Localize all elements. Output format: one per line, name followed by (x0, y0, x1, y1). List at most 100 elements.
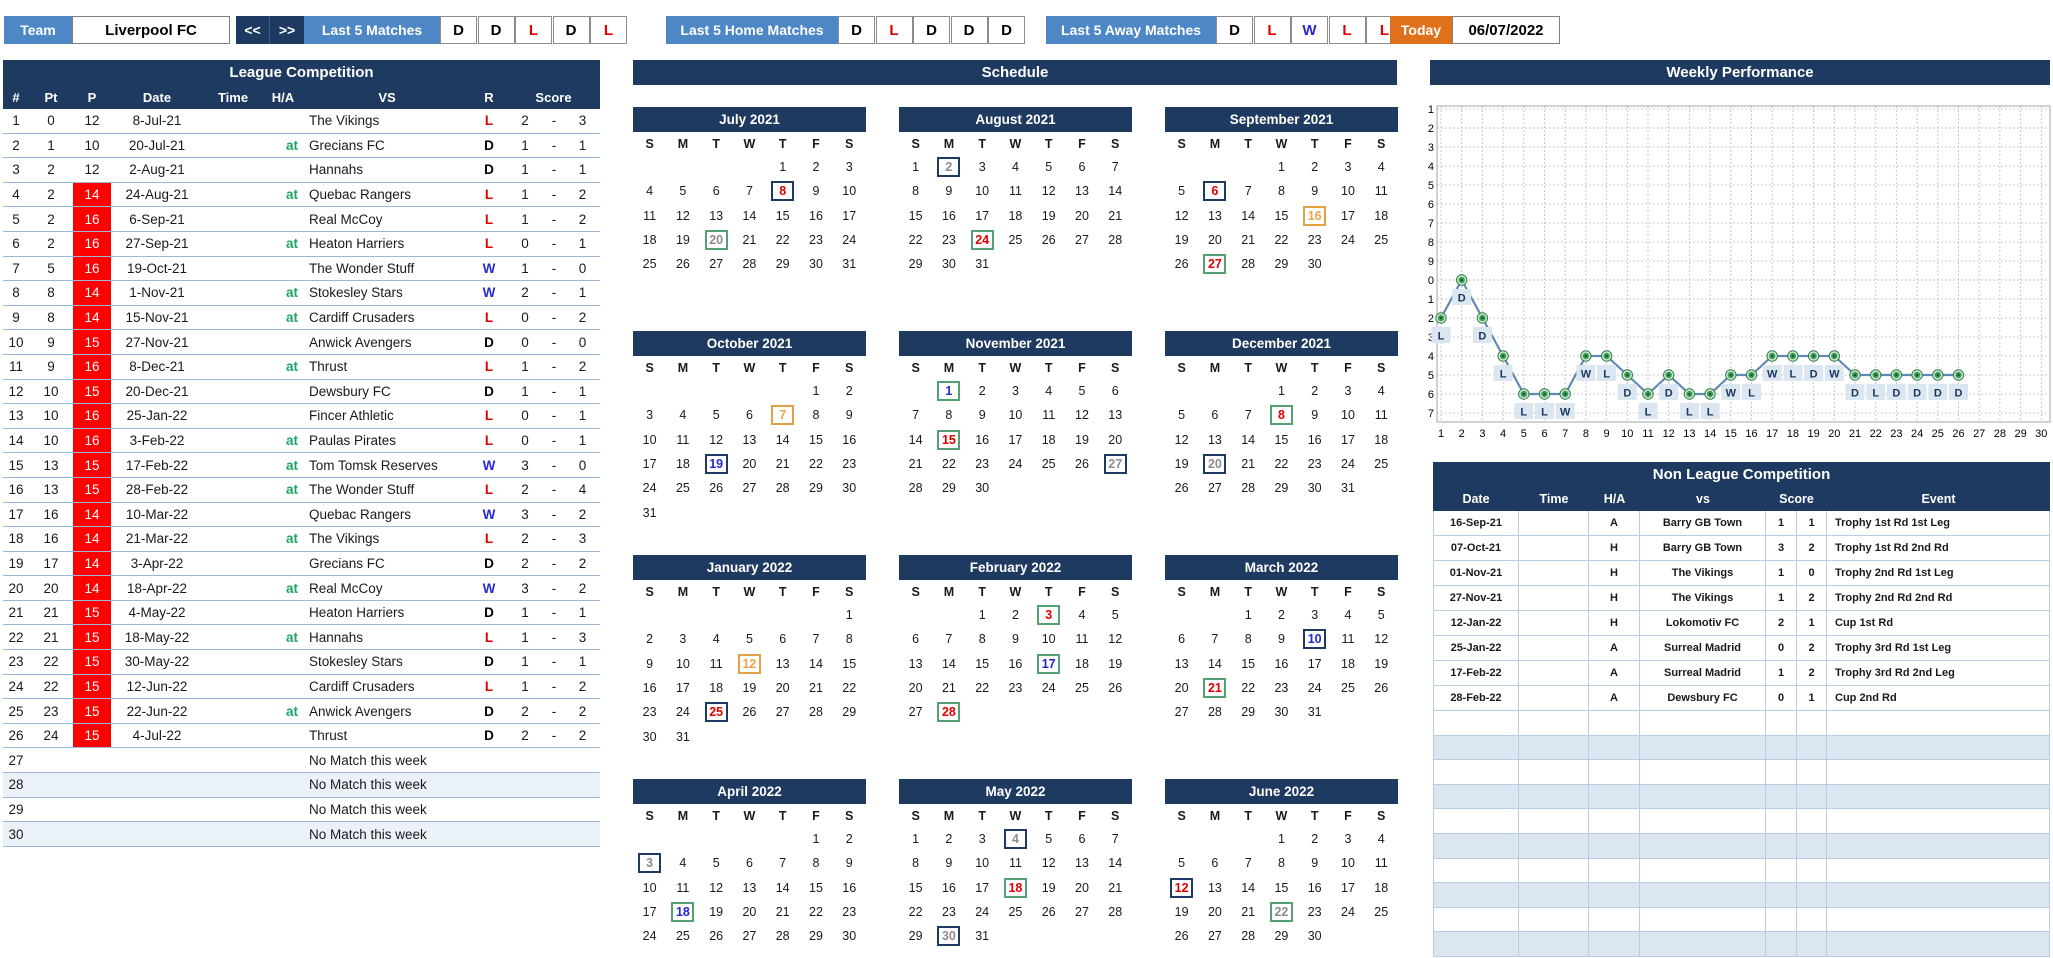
calendar-day: 31 (842, 257, 857, 272)
calendar-day: 10 (642, 880, 657, 895)
opponent: Barry GB Town (1640, 511, 1766, 535)
calendar-day: 23 (842, 905, 857, 920)
league-row: 6 2 16 27-Sep-21 at Heaton Harriers L 0 - 1 (3, 231, 600, 257)
score-home: 3 (521, 580, 529, 596)
position: 14 (73, 576, 111, 600)
match-time (203, 453, 263, 477)
score-away: 0 (578, 334, 587, 350)
svg-text:D: D (1478, 331, 1486, 343)
match-number: 25 (8, 703, 24, 719)
empty-cell (1797, 833, 1827, 858)
empty-cell (1766, 907, 1797, 932)
opponent: The Wonder Stuff (309, 260, 415, 276)
empty-cell (1797, 858, 1827, 883)
calendar-empty-cell (700, 155, 733, 179)
non-league-empty-row (1433, 809, 2050, 834)
calendar-day: 4 (646, 184, 654, 199)
calendar-day: 17 (675, 681, 690, 696)
home-away-flag: H (1589, 536, 1640, 560)
calendar-day: 15 (1274, 208, 1289, 223)
calendar-day: 19 (1174, 233, 1189, 248)
position-value: 15 (73, 723, 111, 748)
calendar-day: 22 (809, 457, 823, 472)
calendar-empty-cell (1232, 155, 1265, 179)
empty-cell (1589, 932, 1640, 956)
svg-text:16: 16 (1428, 389, 1434, 401)
match-number: 8 (12, 285, 20, 301)
calendar-day: 12 (1374, 632, 1389, 647)
score-dash: - (551, 359, 557, 375)
calendar-day: 19 (675, 233, 690, 248)
calendar-day: 25 (1008, 233, 1023, 248)
calendar-match-day: 4 (999, 827, 1032, 851)
day-header: M (677, 808, 689, 823)
match-number: 17 (8, 506, 24, 522)
score-dash: - (551, 383, 557, 399)
calendar-day: 3 (845, 160, 853, 175)
calendar-day: 30 (642, 729, 657, 744)
calendar-day: 5 (1078, 384, 1086, 399)
calendar-day: 8 (945, 408, 953, 423)
match-time (1519, 611, 1589, 635)
opponent: Grecians FC (309, 137, 385, 153)
empty-cell (1797, 907, 1827, 932)
calendar-match-day: 21 (1198, 676, 1231, 700)
calendar-match-day: 20 (700, 228, 733, 252)
calendar-empty-cell (1198, 603, 1231, 627)
calendar-day: 27 (775, 705, 790, 720)
day-header: F (1078, 360, 1086, 375)
day-header: F (812, 136, 820, 151)
calendar-day: 21 (775, 905, 790, 920)
result-letter: D (484, 555, 494, 571)
calendar-day: 20 (1108, 432, 1123, 447)
empty-cell (1766, 760, 1797, 784)
home-away-flag: at (285, 531, 298, 547)
team-name-cell[interactable]: Liverpool FC (72, 16, 230, 44)
svg-text:1: 1 (1428, 104, 1434, 116)
match-date (111, 748, 203, 772)
calendar-empty-cell (733, 379, 766, 403)
day-header: T (978, 360, 986, 375)
calendar-day: 27 (709, 257, 724, 272)
calendar-day: 17 (1341, 432, 1355, 447)
calendar-day: 5 (1178, 184, 1186, 199)
points: 8 (47, 310, 55, 326)
calendar-match-day: 10 (1298, 627, 1331, 651)
opponent: Stokesley Stars (309, 654, 403, 670)
calendar-day: 11 (1042, 408, 1056, 423)
position-value: 15 (73, 699, 111, 723)
svg-text:11: 11 (1642, 428, 1653, 440)
calendar-day: 8 (1277, 856, 1285, 871)
prev-team-button[interactable]: << (236, 16, 270, 44)
empty-cell (1640, 932, 1766, 956)
calendar-day: 9 (845, 408, 853, 423)
home-away-flag (263, 109, 303, 133)
position: 15 (73, 625, 111, 650)
home-away-flag: at (285, 137, 298, 153)
match-day-marker: 30 (937, 926, 961, 947)
calendar-grid: 1 2 3 4 5 6 7 8 9 10 11 12 13 14 15 16 17 18 19 20 21 22 23 24 2… (633, 379, 866, 525)
svg-text:12: 12 (1663, 428, 1675, 440)
event-name: Trophy 2nd Rd 1st Leg (1827, 561, 2050, 585)
score-home: 1 (521, 162, 529, 178)
match-time (203, 576, 263, 600)
svg-text:8: 8 (1428, 237, 1434, 249)
next-team-button[interactable]: >> (270, 16, 304, 44)
svg-text:L: L (1438, 331, 1445, 343)
empty-cell (1797, 932, 1827, 956)
today-date-cell[interactable]: 06/07/2022 (1452, 16, 1560, 44)
calendar-day: 30 (1307, 481, 1322, 496)
score-home: 1 (521, 383, 529, 399)
match-number: 9 (12, 310, 20, 326)
calendar-day: 24 (642, 481, 657, 496)
position: 16 (73, 354, 111, 379)
today-button[interactable]: Today (1390, 16, 1452, 44)
home-away-flag: at (285, 629, 298, 645)
empty-cell (1797, 735, 1827, 760)
match-date: 17-Feb-22 (1433, 661, 1519, 685)
league-header-time: Time (217, 89, 249, 105)
result-label-box (1555, 403, 1575, 419)
svg-text:4: 4 (1500, 428, 1506, 440)
calendar-day: 29 (941, 481, 956, 496)
